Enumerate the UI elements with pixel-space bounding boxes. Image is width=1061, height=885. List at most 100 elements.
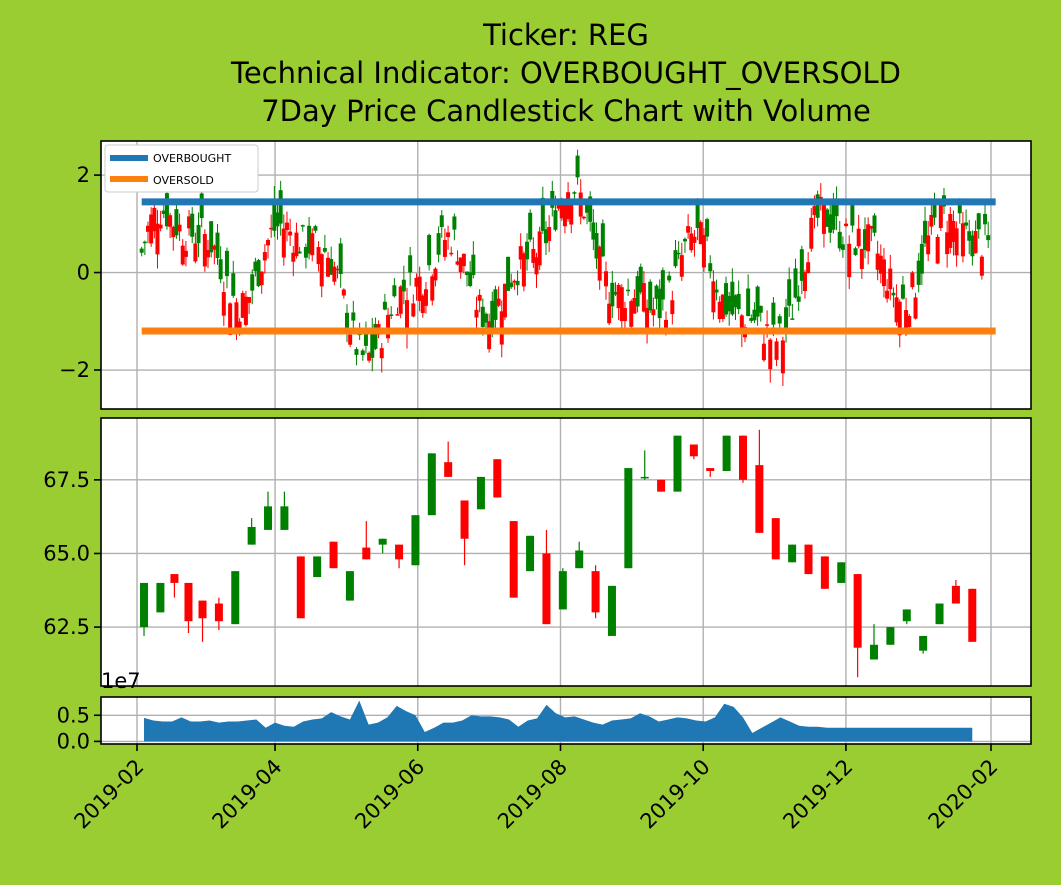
indicator-candle-body xyxy=(537,231,542,266)
indicator-candle-body xyxy=(458,257,463,273)
indicator-candle-body xyxy=(714,289,719,293)
indicator-candle-body xyxy=(929,214,934,227)
indicator-candle-body xyxy=(468,272,473,286)
volume-exponent-label: 1e7 xyxy=(101,669,141,693)
price-candle-body xyxy=(788,544,797,563)
indicator-candle-body xyxy=(477,294,482,301)
indicator-candle-body xyxy=(638,266,643,293)
price-candle-body xyxy=(427,453,436,516)
indicator-candle-body xyxy=(262,252,267,261)
indicator-candle-body xyxy=(717,301,722,320)
price-candle-body xyxy=(886,627,895,645)
indicator-candle-body xyxy=(351,312,356,321)
indicator-candle-body xyxy=(543,229,548,244)
indicator-candle-body xyxy=(228,303,233,335)
price-candle-body xyxy=(919,635,928,651)
price-candle-body xyxy=(706,468,715,472)
indicator-candle-body xyxy=(970,235,975,257)
indicator-candle-body xyxy=(597,246,602,281)
indicator-candle-body xyxy=(847,243,852,278)
indicator-candle-body xyxy=(341,289,346,296)
indicator-candle-body xyxy=(288,231,293,236)
price-candle-body xyxy=(853,574,862,648)
indicator-candle-body xyxy=(256,260,261,287)
price-candle-body xyxy=(345,571,354,601)
indicator-candle-body xyxy=(957,205,962,214)
price-y-tick-label: 62.5 xyxy=(43,615,90,639)
indicator-candle-body xyxy=(370,328,375,358)
indicator-candle-body xyxy=(711,281,716,313)
indicator-candle-body xyxy=(923,220,928,244)
indicator-candle-body xyxy=(455,261,460,265)
indicator-candle-body xyxy=(626,289,631,292)
price-candle-body xyxy=(184,582,193,622)
indicator-candle-body xyxy=(866,224,871,252)
indicator-candle-body xyxy=(872,215,877,233)
indicator-candle-body xyxy=(698,222,703,245)
price-panel-border xyxy=(100,417,1032,687)
indicator-candle-body xyxy=(496,298,501,306)
indicator-candle-body xyxy=(423,289,428,306)
indicator-candle-body xyxy=(948,214,953,248)
indicator-candle-body xyxy=(840,244,845,250)
indicator-candle-body xyxy=(316,247,321,265)
indicator-candle-body xyxy=(641,283,646,312)
price-candle-body xyxy=(296,556,305,619)
price-candle-body xyxy=(362,547,371,560)
price-candle-body xyxy=(444,462,453,477)
indicator-candle-body xyxy=(483,313,488,323)
indicator-candle-body xyxy=(878,255,883,274)
indicator-candle-body xyxy=(294,232,299,257)
indicator-candle-body xyxy=(480,306,485,327)
indicator-legend: OVERBOUGHT OVERSOLD xyxy=(104,144,259,193)
indicator-candle-body xyxy=(976,213,981,230)
price-candle-body xyxy=(935,603,944,625)
indicator-candle-body xyxy=(442,239,447,257)
indicator-candle-body xyxy=(768,339,773,370)
indicator-candle-body xyxy=(907,316,912,327)
indicator-candle-body xyxy=(632,297,637,314)
indicator-candle-body xyxy=(793,268,798,298)
indicator-candle-body xyxy=(708,263,713,272)
price-candle-body xyxy=(313,556,322,578)
indicator-candle-body xyxy=(787,279,792,306)
indicator-candle-body xyxy=(603,271,608,287)
indicator-candle-body xyxy=(945,232,950,255)
indicator-candle-body xyxy=(679,255,684,277)
indicator-candle-body xyxy=(837,231,842,249)
indicator-candle-body xyxy=(973,230,978,254)
price-candle-body xyxy=(902,609,911,622)
indicator-panel-border xyxy=(100,140,1032,410)
indicator-candle-body xyxy=(465,271,470,275)
indicator-candle-body xyxy=(420,295,425,314)
indicator-candle-body xyxy=(983,213,988,225)
indicator-candle-body xyxy=(692,236,697,243)
price-candle-body xyxy=(264,506,273,530)
price-candle-body xyxy=(968,588,977,642)
indicator-candle-body xyxy=(278,190,283,224)
indicator-candle-body xyxy=(739,315,744,335)
indicator-candle-body xyxy=(266,240,271,246)
indicator-candle-body xyxy=(183,250,188,257)
price-candle-body xyxy=(198,600,207,619)
indicator-candle-body xyxy=(670,300,675,315)
indicator-candle-body xyxy=(145,225,150,232)
indicator-candle-body xyxy=(569,201,574,225)
price-candle-body xyxy=(476,476,485,510)
price-y-tick-label: 67.5 xyxy=(43,468,90,492)
indicator-candle-body xyxy=(894,297,899,323)
indicator-candle-body xyxy=(885,290,890,299)
indicator-candle-body xyxy=(809,217,814,249)
indicator-candle-body xyxy=(913,297,918,319)
price-candle-body xyxy=(493,459,502,498)
indicator-candle-body xyxy=(812,206,817,216)
price-candle-body xyxy=(411,515,420,566)
indicator-candle-body xyxy=(247,297,252,303)
indicator-candle-body xyxy=(834,199,839,217)
indicator-candle-body xyxy=(815,194,820,218)
indicator-candle-body xyxy=(363,329,368,346)
indicator-candle-body xyxy=(234,302,239,333)
indicator-candle-body xyxy=(300,225,305,227)
indicator-candle-body xyxy=(180,245,185,265)
indicator-candle-body xyxy=(752,309,757,321)
